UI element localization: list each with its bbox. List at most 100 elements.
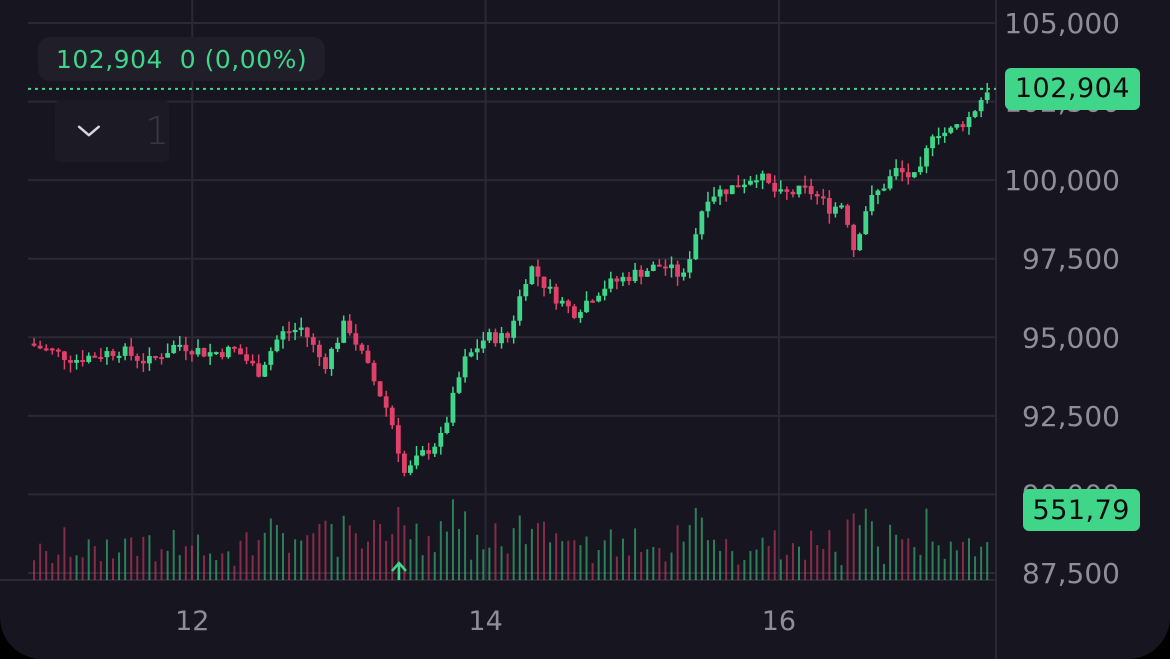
candle-body [505, 333, 510, 338]
candle-body [183, 344, 189, 352]
candle-body [523, 284, 529, 297]
candles [31, 82, 990, 477]
candle-body [189, 351, 195, 355]
candle-body [778, 189, 784, 192]
candle-body [693, 234, 699, 260]
candle-body [978, 100, 984, 112]
candle-body [911, 172, 917, 178]
candle-body [414, 455, 419, 466]
candle-body [486, 332, 492, 341]
candle-body [444, 422, 450, 433]
candle-body [474, 348, 480, 353]
candle-body [918, 166, 923, 173]
candle-body [584, 300, 589, 313]
candle-body [717, 189, 723, 197]
candle-body [808, 185, 814, 195]
candle-body [329, 348, 334, 370]
candle-body [590, 300, 595, 303]
candle-body [140, 360, 146, 364]
candle-body [68, 360, 73, 363]
candle-body [395, 425, 401, 454]
candle-body [238, 348, 243, 355]
candle-body [432, 446, 438, 454]
candle-body [748, 180, 753, 185]
candle-body [614, 278, 620, 282]
buy-signal-arrow-icon [391, 561, 407, 580]
candle-body [317, 344, 322, 358]
candle-body [954, 124, 960, 128]
candle-body [796, 185, 802, 195]
candle-body [547, 286, 553, 289]
candle-body [899, 168, 905, 173]
last-volume-label: 551,79 [1022, 489, 1140, 531]
candle-body [426, 450, 432, 454]
candle-body [244, 354, 249, 361]
candle-body [225, 346, 231, 358]
indicator-collapse-button[interactable]: 1 [55, 100, 169, 162]
candle-body [304, 327, 310, 338]
candle-body [681, 272, 687, 277]
candle-body [863, 211, 869, 235]
candle-body [323, 357, 328, 370]
candle-body [353, 333, 359, 345]
candle-body [292, 329, 298, 333]
candle-body [92, 355, 98, 358]
candle-body [826, 198, 832, 214]
candle-body [511, 320, 517, 338]
candle-body [881, 188, 887, 191]
candle-body [814, 194, 820, 197]
x-axis: 12 14 16 [175, 606, 796, 637]
candle-body [541, 276, 547, 288]
candle-body [171, 344, 177, 354]
candle-body [43, 348, 49, 351]
candle-body [936, 136, 942, 139]
candle-body [869, 194, 875, 212]
candle-body [839, 205, 844, 208]
candle-body [456, 377, 462, 393]
candle-body [462, 356, 468, 378]
candle-body [972, 111, 978, 118]
candle-body [219, 352, 225, 358]
candle-body [966, 117, 972, 128]
candle-body [335, 342, 341, 349]
candle-body [359, 344, 365, 351]
candle-body [650, 264, 656, 271]
candle-body [110, 351, 116, 356]
candle-body [371, 362, 377, 382]
candle-body [493, 332, 498, 344]
candle-body [820, 196, 826, 199]
candle-body [201, 348, 207, 357]
candle-body [499, 333, 504, 344]
candle-body [754, 180, 759, 183]
candle-body [984, 92, 990, 101]
candle-body [887, 176, 893, 189]
candle-body [687, 259, 693, 273]
y-tick-label: 87,500 [1022, 557, 1120, 590]
candle-body [833, 206, 838, 214]
candle-body [262, 364, 268, 377]
last-price-label: 102,904 [1004, 67, 1140, 110]
candle-body [602, 288, 608, 296]
candle-body [553, 286, 559, 304]
candle-body [286, 331, 292, 334]
candle-body [723, 189, 729, 195]
candle-body [195, 348, 201, 355]
candle-body [644, 270, 650, 277]
candle-body [31, 343, 37, 346]
candle-body [632, 269, 638, 282]
candle-body [383, 396, 389, 408]
candle-body [790, 191, 796, 195]
candle-body [559, 300, 565, 304]
candle-body [851, 224, 857, 251]
x-tick-label: 12 [175, 606, 209, 637]
candle-body [207, 352, 213, 357]
candle-body [905, 172, 911, 178]
candle-body [729, 185, 735, 195]
candle-body [924, 148, 929, 167]
y-tick-label: 97,500 [1022, 243, 1120, 276]
candle-body [377, 381, 383, 397]
candle-body [147, 356, 152, 364]
candle-body [675, 264, 680, 277]
